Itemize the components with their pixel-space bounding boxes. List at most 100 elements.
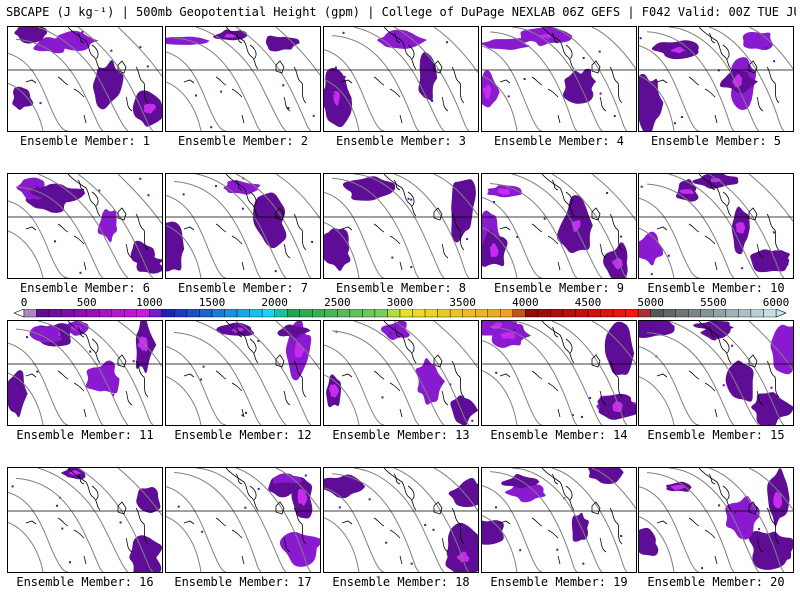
colorbar-bin [412, 309, 426, 318]
colorbar-bin [675, 309, 689, 318]
cape-fill [16, 177, 162, 274]
height-contours [482, 321, 636, 425]
panel-map-svg [166, 27, 320, 131]
panel-map-svg [8, 27, 162, 131]
geography-outline [639, 27, 793, 124]
geography-outline [324, 321, 478, 418]
colorbar-bin [86, 309, 100, 318]
colorbar-bin [224, 309, 238, 318]
panel-map-svg [8, 321, 162, 425]
page-title: SBCAPE (J kg⁻¹) | 500mb Geopotential Hei… [6, 5, 796, 19]
panel-map-svg [324, 468, 478, 572]
ensemble-panel: Ensemble Member: 17 [165, 467, 321, 597]
panel-map-svg [8, 174, 162, 278]
height-contours [166, 27, 320, 131]
cape-fill [639, 174, 790, 276]
colorbar-bin [738, 309, 752, 318]
geography-outline [482, 174, 636, 271]
panel-caption: Ensemble Member: 17 [174, 575, 312, 589]
height-contours [166, 174, 320, 278]
panel-caption: Ensemble Member: 2 [177, 134, 309, 148]
colorbar-bin [500, 309, 513, 318]
cape-fill [482, 184, 628, 278]
panel-map [481, 26, 637, 132]
colorbar-left-arrow [14, 309, 25, 318]
colorbar-tick-label: 1500 [198, 296, 226, 309]
panel-map-svg [482, 174, 636, 278]
colorbar-bin [700, 309, 714, 318]
colorbar-bin [48, 309, 62, 318]
panel-map-svg [8, 468, 162, 572]
ensemble-panel: Ensemble Member: 7 [165, 173, 321, 303]
colorbar-bin [462, 309, 476, 318]
ensemble-panel: Ensemble Member: 5 [638, 26, 794, 156]
geography-outline [8, 468, 162, 565]
colorbar-tick-label: 3000 [386, 296, 414, 309]
colorbar-bin [312, 309, 325, 318]
panel-caption: Ensemble Member: 1 [19, 134, 151, 148]
height-contours [8, 321, 162, 425]
panel-map-svg [324, 27, 478, 131]
colorbar-bin [637, 309, 651, 318]
cape-fill [166, 177, 314, 273]
panel-map [165, 26, 321, 132]
ensemble-panel: Ensemble Member: 6 [7, 173, 163, 303]
panel-map [7, 26, 163, 132]
geography-outline [482, 27, 636, 124]
panel-map-svg [166, 321, 320, 425]
height-contours [324, 174, 478, 278]
colorbar-bin [525, 309, 539, 318]
ensemble-panel: Ensemble Member: 14 [481, 320, 637, 450]
panel-map-svg [639, 174, 793, 278]
panel-map-svg [482, 27, 636, 131]
panel-map [165, 173, 321, 279]
colorbar-bin [174, 309, 188, 318]
panel-caption: Ensemble Member: 19 [490, 575, 628, 589]
colorbar-tick-label: 5500 [700, 296, 727, 309]
colorbar-bin [98, 309, 112, 318]
panel-map [323, 467, 479, 573]
height-contours [8, 468, 162, 572]
height-contours [639, 321, 793, 425]
geography-outline [324, 27, 478, 124]
cape-fill [200, 321, 312, 417]
panel-map [7, 173, 163, 279]
cape-fill [166, 29, 315, 129]
panel-caption: Ensemble Member: 12 [174, 428, 312, 442]
geography-outline [166, 468, 320, 565]
panel-caption: Ensemble Member: 6 [19, 281, 151, 295]
colorbar-tick-label: 3500 [449, 296, 476, 309]
height-contours [639, 27, 793, 131]
colorbar-bin [650, 309, 664, 318]
colorbar-bin [337, 309, 351, 318]
ensemble-panel: Ensemble Member: 1 [7, 26, 163, 156]
panel-caption: Ensemble Member: 15 [647, 428, 785, 442]
colorbar-bin [663, 309, 676, 318]
panel-caption: Ensemble Member: 20 [647, 575, 785, 589]
ensemble-panel: Ensemble Member: 18 [323, 467, 479, 597]
colorbar-tick-label: 4000 [512, 296, 539, 309]
panel-caption: Ensemble Member: 13 [332, 428, 470, 442]
ensemble-panel: Ensemble Member: 16 [7, 467, 163, 597]
height-contours [324, 321, 478, 425]
colorbar-tick-label: 2500 [324, 296, 351, 309]
panel-map [638, 173, 794, 279]
ensemble-panel: Ensemble Member: 8 [323, 173, 479, 303]
colorbar-bin [374, 309, 388, 318]
colorbar-bin [73, 309, 87, 318]
panel-map [7, 467, 163, 573]
ensemble-panel: Ensemble Member: 4 [481, 26, 637, 156]
height-contours [482, 174, 636, 278]
colorbar-bin [261, 309, 275, 318]
colorbar-scale [14, 309, 786, 318]
geography-outline [8, 174, 162, 271]
cape-fill [326, 321, 478, 425]
height-contours [8, 174, 162, 278]
height-contours [482, 468, 636, 572]
colorbar-tick-label: 500 [76, 296, 97, 309]
colorbar-bin [274, 309, 288, 318]
colorbar-bin [763, 309, 777, 318]
colorbar-tick-label: 2000 [261, 296, 288, 309]
panel-caption: Ensemble Member: 10 [647, 281, 785, 295]
colorbar-bin [249, 309, 263, 318]
